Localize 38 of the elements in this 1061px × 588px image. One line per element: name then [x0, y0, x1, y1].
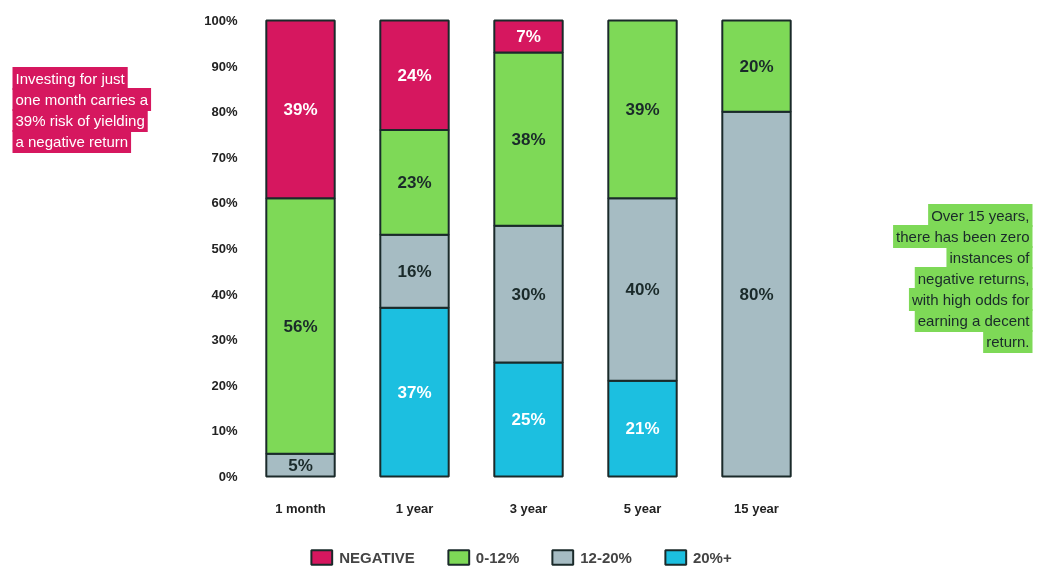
legend-label: 12-20% — [580, 548, 632, 566]
y-tick-label: 70% — [211, 149, 238, 165]
data-label: 21% — [625, 419, 660, 439]
data-label: 7% — [516, 26, 541, 46]
y-tick-label: 100% — [204, 13, 238, 28]
data-label: 25% — [511, 410, 546, 429]
data-label: 24% — [397, 65, 432, 85]
y-tick-label: 80% — [211, 104, 238, 120]
y-tick-label: 20% — [211, 377, 238, 393]
data-label: 30% — [511, 284, 546, 304]
y-tick-label: 40% — [211, 286, 238, 302]
y-tick-label: 30% — [211, 332, 238, 348]
data-label: 38% — [511, 129, 546, 149]
data-label: 39% — [283, 99, 318, 119]
data-label: 37% — [397, 382, 432, 402]
data-label: 16% — [397, 261, 432, 281]
x-tick-label: 3 year — [509, 500, 548, 516]
legend-label: 20%+ — [692, 548, 732, 566]
y-tick-label: 10% — [211, 423, 238, 439]
y-tick-label: 90% — [211, 58, 238, 74]
y-tick-label: 50% — [211, 241, 238, 256]
y-tick-label: 0% — [218, 469, 238, 484]
x-tick-label: 5 year — [623, 500, 662, 516]
y-tick-label: 60% — [211, 195, 238, 211]
text: Investing for just one month carries a 39% risk of yielding a negative return — [15, 70, 149, 150]
data-label: 39% — [625, 99, 660, 119]
data-label: 40% — [625, 280, 660, 300]
data-label: 5% — [288, 455, 313, 475]
x-tick-label: 1 year — [395, 500, 434, 516]
data-label: 56% — [283, 316, 318, 336]
x-tick-label: 1 month — [275, 500, 326, 516]
data-label: 80% — [739, 284, 774, 304]
text: Over 15 years, there has been zero instances of negative returns, with high odds for earning a decent return. — [896, 207, 1031, 350]
data-label: 23% — [397, 172, 432, 192]
data-label: 20% — [739, 56, 774, 76]
legend-label: 0-12% — [475, 548, 520, 566]
legend-label: NEGATIVE — [339, 548, 415, 566]
x-tick-label: 15 year — [734, 500, 779, 516]
